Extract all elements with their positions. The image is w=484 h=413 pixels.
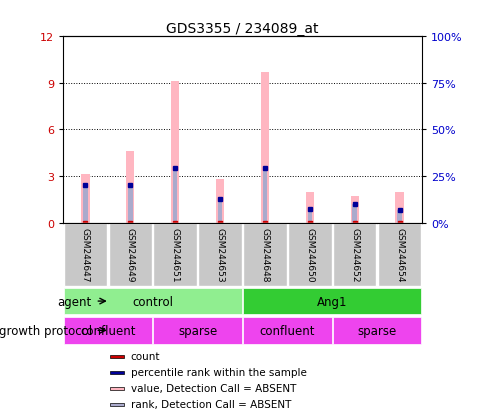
Text: percentile rank within the sample: percentile rank within the sample bbox=[130, 368, 306, 377]
Bar bbox=[109, 371, 123, 374]
Text: GSM244648: GSM244648 bbox=[260, 228, 269, 282]
Bar bbox=[109, 387, 123, 390]
Text: sparse: sparse bbox=[178, 324, 217, 337]
Bar bbox=[108, 223, 152, 287]
Text: growth protocol: growth protocol bbox=[0, 324, 91, 337]
Bar bbox=[242, 318, 331, 344]
Title: GDS3355 / 234089_at: GDS3355 / 234089_at bbox=[166, 22, 318, 36]
Bar bbox=[63, 288, 242, 314]
Bar bbox=[242, 223, 286, 287]
Bar bbox=[260, 73, 269, 223]
Bar bbox=[63, 318, 152, 344]
Bar bbox=[332, 223, 376, 287]
Bar bbox=[198, 223, 242, 287]
Text: confluent: confluent bbox=[80, 324, 136, 337]
Bar bbox=[81, 175, 90, 223]
Text: GSM244647: GSM244647 bbox=[81, 228, 90, 282]
Bar bbox=[173, 169, 177, 223]
Bar bbox=[287, 223, 331, 287]
Bar bbox=[394, 192, 403, 223]
Bar bbox=[217, 200, 222, 223]
Bar bbox=[109, 355, 123, 358]
Text: confluent: confluent bbox=[259, 324, 315, 337]
Text: GSM244650: GSM244650 bbox=[304, 228, 314, 282]
Text: count: count bbox=[130, 351, 160, 362]
Text: agent: agent bbox=[58, 295, 91, 308]
Bar bbox=[171, 82, 179, 223]
Bar bbox=[153, 223, 197, 287]
Bar bbox=[307, 209, 311, 223]
Bar bbox=[352, 204, 356, 223]
Bar bbox=[63, 223, 107, 287]
Bar bbox=[83, 186, 88, 223]
Text: value, Detection Call = ABSENT: value, Detection Call = ABSENT bbox=[130, 384, 295, 394]
Text: control: control bbox=[132, 295, 173, 308]
Bar bbox=[262, 169, 267, 223]
Bar bbox=[242, 288, 421, 314]
Bar bbox=[126, 152, 134, 223]
Bar bbox=[396, 211, 401, 223]
Text: GSM244652: GSM244652 bbox=[349, 228, 359, 282]
Bar bbox=[128, 186, 132, 223]
Text: rank, Detection Call = ABSENT: rank, Detection Call = ABSENT bbox=[130, 399, 290, 409]
Bar bbox=[215, 180, 224, 223]
Bar bbox=[305, 192, 313, 223]
Bar bbox=[109, 403, 123, 406]
Text: GSM244649: GSM244649 bbox=[125, 228, 135, 282]
Text: sparse: sparse bbox=[357, 324, 396, 337]
Text: GSM244654: GSM244654 bbox=[394, 228, 403, 282]
Text: Ang1: Ang1 bbox=[317, 295, 347, 308]
Bar bbox=[153, 318, 242, 344]
Bar bbox=[350, 197, 358, 223]
Text: GSM244653: GSM244653 bbox=[215, 228, 224, 282]
Bar bbox=[332, 318, 421, 344]
Text: GSM244651: GSM244651 bbox=[170, 228, 180, 282]
Bar bbox=[377, 223, 421, 287]
